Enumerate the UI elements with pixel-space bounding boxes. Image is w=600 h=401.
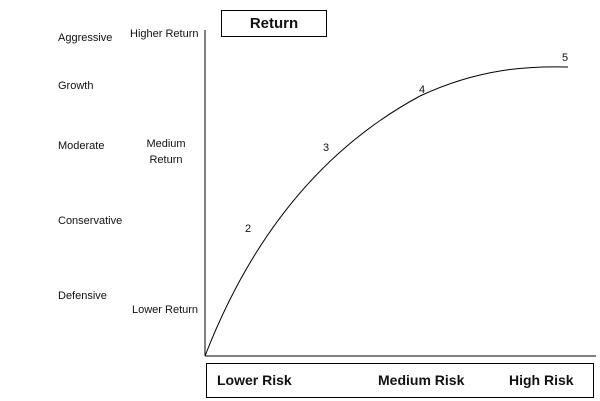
- profile-growth: Growth: [58, 80, 94, 92]
- profile-moderate: Moderate: [58, 140, 105, 152]
- medium-return-line1: Medium: [146, 138, 186, 150]
- lower-return-label: Lower Return: [132, 304, 199, 316]
- curve-point-3: 3: [323, 142, 329, 154]
- curve-point-2: 2: [245, 223, 251, 235]
- profile-conservative: Conservative: [58, 215, 123, 227]
- profile-aggressive: Aggressive: [58, 32, 113, 44]
- higher-return-label: Higher Return: [130, 28, 199, 40]
- profile-defensive: Defensive: [58, 290, 107, 302]
- lower-risk-label: Lower Risk: [217, 372, 292, 388]
- return-title: Return: [221, 10, 327, 37]
- medium-return-label: Medium Return: [145, 136, 187, 168]
- risk-axis-box: Lower Risk Medium Risk High Risk: [206, 363, 594, 398]
- medium-return-line2: Return: [149, 154, 183, 166]
- curve-point-4: 4: [419, 84, 425, 96]
- risk-return-curve: [204, 66, 569, 357]
- medium-risk-label: Medium Risk: [378, 372, 465, 388]
- high-risk-label: High Risk: [509, 372, 574, 388]
- curve-point-5: 5: [562, 52, 568, 64]
